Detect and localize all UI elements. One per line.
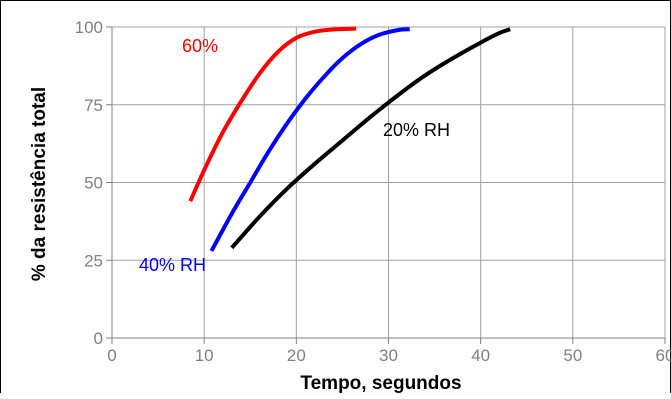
x-tick-label: 10 <box>195 346 214 365</box>
series-line <box>209 27 410 252</box>
y-tick-label: 25 <box>84 251 103 270</box>
series-label: 20% RH <box>383 120 450 140</box>
grid <box>112 26 666 338</box>
x-tick-label: 60 <box>656 346 671 365</box>
x-tick-label: 0 <box>107 346 116 365</box>
series-labels: 60% 40% RH 20% RH <box>139 36 450 275</box>
y-tick-label: 50 <box>84 174 103 193</box>
y-axis-label: % da resistência total <box>29 87 50 281</box>
x-tick-label: 20 <box>287 346 306 365</box>
y-tick-label: 75 <box>84 96 103 115</box>
series-line <box>188 26 357 203</box>
series-label: 60% <box>182 36 218 56</box>
series-label: 40% RH <box>139 255 206 275</box>
x-tick-label: 50 <box>563 346 582 365</box>
series-lines <box>188 26 511 252</box>
y-tick-label: 100 <box>75 18 103 37</box>
y-tick-label: 0 <box>94 329 103 348</box>
series-line <box>230 27 511 250</box>
x-tick-label: 30 <box>379 346 398 365</box>
x-tick-label: 40 <box>471 346 490 365</box>
axis-ticks: 0 10 20 30 40 50 60 0 25 50 75 100 <box>75 18 671 365</box>
x-axis-label: Tempo, segundos <box>300 373 461 394</box>
